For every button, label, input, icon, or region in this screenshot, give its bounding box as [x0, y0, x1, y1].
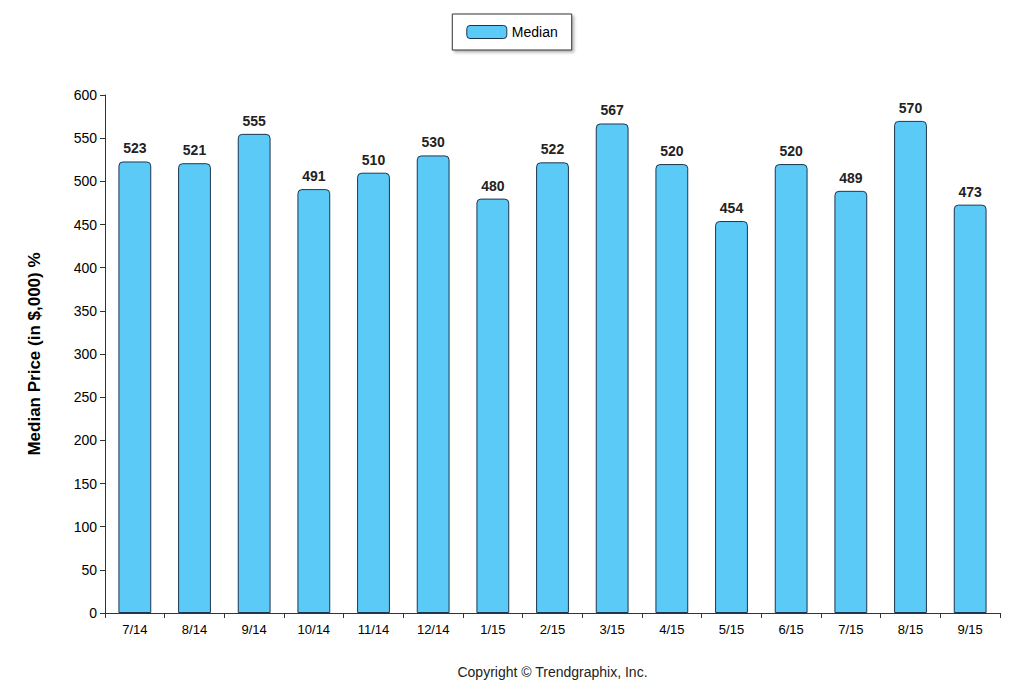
- svg-text:555: 555: [242, 113, 266, 129]
- svg-text:500: 500: [74, 173, 98, 189]
- svg-text:350: 350: [74, 303, 98, 319]
- svg-text:520: 520: [779, 143, 803, 159]
- svg-text:5/15: 5/15: [719, 622, 744, 637]
- svg-text:3/15: 3/15: [600, 622, 625, 637]
- svg-text:200: 200: [74, 432, 98, 448]
- svg-text:530: 530: [421, 134, 445, 150]
- svg-text:523: 523: [123, 140, 147, 156]
- svg-text:Median Price (in $,000) %: Median Price (in $,000) %: [25, 252, 44, 455]
- svg-text:11/14: 11/14: [358, 622, 390, 637]
- svg-text:450: 450: [74, 217, 98, 233]
- svg-text:570: 570: [899, 100, 923, 116]
- svg-text:454: 454: [720, 200, 744, 216]
- svg-text:510: 510: [362, 152, 386, 168]
- svg-text:489: 489: [839, 170, 863, 186]
- svg-text:300: 300: [74, 346, 98, 362]
- svg-text:250: 250: [74, 389, 98, 405]
- svg-text:491: 491: [302, 168, 326, 184]
- svg-text:100: 100: [74, 519, 98, 535]
- svg-text:10/14: 10/14: [298, 622, 331, 637]
- svg-text:150: 150: [74, 476, 98, 492]
- svg-text:550: 550: [74, 130, 98, 146]
- svg-text:9/14: 9/14: [242, 622, 267, 637]
- svg-text:4/15: 4/15: [659, 622, 684, 637]
- svg-text:473: 473: [958, 184, 982, 200]
- svg-text:Median: Median: [512, 24, 558, 40]
- svg-text:520: 520: [660, 143, 684, 159]
- svg-text:8/14: 8/14: [182, 622, 207, 637]
- svg-text:521: 521: [183, 142, 207, 158]
- svg-text:0: 0: [89, 605, 97, 621]
- svg-text:7/14: 7/14: [122, 622, 147, 637]
- svg-text:2/15: 2/15: [540, 622, 565, 637]
- svg-text:50: 50: [81, 562, 97, 578]
- svg-text:Copyright © Trendgraphix, Inc.: Copyright © Trendgraphix, Inc.: [457, 664, 647, 680]
- svg-text:600: 600: [74, 87, 98, 103]
- svg-text:567: 567: [600, 102, 624, 118]
- svg-text:8/15: 8/15: [898, 622, 923, 637]
- svg-text:480: 480: [481, 178, 505, 194]
- svg-text:1/15: 1/15: [480, 622, 505, 637]
- svg-text:12/14: 12/14: [417, 622, 450, 637]
- svg-text:6/15: 6/15: [779, 622, 804, 637]
- svg-text:522: 522: [541, 141, 565, 157]
- svg-text:9/15: 9/15: [958, 622, 983, 637]
- svg-text:400: 400: [74, 260, 98, 276]
- svg-text:7/15: 7/15: [838, 622, 863, 637]
